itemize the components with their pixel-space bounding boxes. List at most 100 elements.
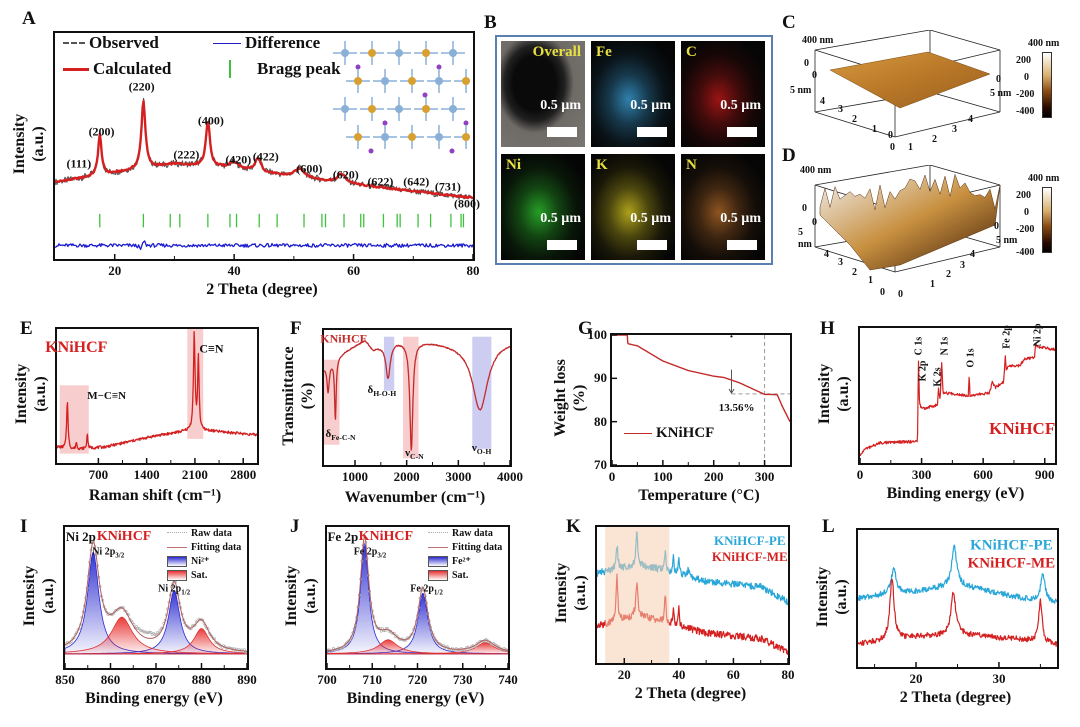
scale-bar	[637, 240, 667, 250]
x-tick-label: 200	[703, 469, 724, 484]
plot-content	[597, 527, 788, 663]
plot-content	[612, 335, 790, 465]
y-axis-title: Intensity (a.u.)	[10, 114, 48, 174]
scale-bar	[547, 240, 577, 250]
colorbar	[1042, 187, 1052, 253]
y-axis-title: Intensity (a.u.)	[282, 565, 320, 625]
legend-glyph-icon	[167, 556, 187, 567]
eds-map-label: N	[686, 157, 697, 173]
afm-axis-label: 1	[930, 279, 935, 290]
annotation-text: Ni 2p	[65, 528, 96, 544]
annotation: (220)	[129, 80, 155, 95]
legend-label: Calculated	[93, 59, 172, 78]
potassium-atom	[382, 120, 388, 126]
afm-axis-label: 1	[908, 142, 913, 153]
afm-axis-label: 3	[952, 124, 957, 135]
afm-axis-label: 0	[804, 58, 809, 69]
potassium-atom	[449, 148, 455, 154]
legend-item-fitting-data: Fitting data	[167, 542, 241, 553]
annotation: δH-O-H	[367, 384, 396, 398]
eds-map-ni: Ni 0.5 µm	[501, 154, 585, 260]
annotation: KNiHCF	[359, 529, 413, 545]
scale-bar-label: 0.5 µm	[720, 98, 761, 113]
annotation-text: Ni 2p	[1032, 323, 1044, 347]
annotation: KNiHCF-ME	[712, 549, 788, 565]
annotation: C 1s	[914, 336, 925, 355]
x-axis-title: Binding energy (eV)	[886, 485, 1025, 502]
x-tick-label: 2100	[181, 467, 208, 482]
afm-axis-label: 2	[852, 267, 857, 278]
annotation-text: (111)	[66, 156, 92, 171]
annotation-text: (600)	[296, 161, 323, 176]
y-axis-title-line: (a.u.)	[302, 577, 319, 614]
plot-content	[858, 544, 1057, 648]
legend-item-raw-data: Raw data	[167, 528, 232, 539]
box-edge	[929, 91, 1001, 113]
annotation-text: Fe 2p	[353, 546, 378, 558]
series-raw-data-point	[105, 610, 109, 614]
afm-axis-label: 1	[868, 275, 873, 286]
legend-glyph-icon	[624, 433, 652, 434]
annotation: Ni 2p1/2	[158, 583, 190, 596]
plot-content	[57, 329, 257, 454]
annotation-text: M−C≡N	[87, 390, 127, 402]
legend-label: Bragg peak	[257, 59, 341, 78]
series-raw-data-point	[136, 626, 140, 630]
annotation-text: KNiHCF-ME	[711, 548, 788, 564]
panel-letter-e: E	[20, 318, 33, 339]
annotation: N 1s	[939, 336, 950, 355]
x-tick-label: 100	[653, 469, 673, 484]
panel-letter-h: H	[820, 318, 835, 339]
atom	[395, 105, 403, 113]
legend-glyph-icon	[167, 547, 187, 548]
plot-content	[327, 534, 508, 655]
y-axis-title-line: (a.u.)	[833, 578, 850, 615]
legend-label: Sat.	[452, 570, 469, 581]
y-axis-title: Intensity (a.u.)	[552, 563, 590, 623]
afm-axis-label: 3	[960, 260, 965, 271]
afm-3d-plot-c: 400 nm 0 0 5 nm 4 3 2 1 0 0 1 2 3 4 5 nm 0 400 nm 200 0 -20…	[790, 30, 1080, 153]
annotation-subscript: 1/2	[433, 588, 443, 597]
scale-bar	[727, 127, 757, 137]
panel-letter-k: K	[566, 516, 581, 537]
y-axis-title: Transmittance (%)	[279, 346, 317, 445]
colorbar	[1042, 52, 1052, 118]
annotation-text: Ni 2p	[92, 546, 116, 558]
legend-item-ni-: Ni²⁺	[167, 556, 209, 567]
x-tick-label: 710	[362, 672, 383, 687]
panel-letter-c: C	[782, 12, 796, 33]
series-raw-data-point	[193, 623, 197, 627]
highlight-band	[324, 359, 340, 445]
series-raw-data-point	[142, 630, 146, 634]
legend-label: Fitting data	[452, 542, 503, 553]
potassium-atom	[436, 64, 442, 70]
y-tick-label: 70	[594, 457, 607, 472]
afm-surface	[814, 30, 1001, 138]
afm-axis-label: 4	[820, 96, 825, 107]
x-tick-label: 850	[55, 672, 75, 687]
plot-frame-h	[858, 326, 1057, 465]
afm-axis-label: 0	[898, 289, 903, 300]
box-edge	[894, 111, 1001, 138]
atom	[408, 133, 416, 141]
atom	[449, 49, 457, 57]
box-edge	[929, 30, 1001, 51]
series-knihcf-line	[324, 340, 510, 451]
potassium-atom	[422, 92, 428, 98]
legend-label: KNiHCF	[656, 425, 715, 441]
y-axis-title: Intensity (a.u.)	[815, 363, 853, 423]
x-tick-label: 890	[237, 672, 257, 687]
colorbar-tick-label: -200	[1016, 89, 1035, 100]
plot-area-k	[597, 527, 789, 663]
series-knihcf-line	[612, 335, 790, 422]
annotation: Ni 2p	[66, 529, 96, 545]
scale-bar-label: 0.5 µm	[720, 211, 761, 226]
x-axis-title: Raman shift (cm⁻¹)	[88, 487, 222, 504]
series-raw-data-point	[113, 610, 116, 614]
annotation-subscript: 3/2	[115, 551, 125, 560]
annotation: (422)	[253, 150, 279, 165]
annotation-text: (220)	[128, 79, 155, 94]
x-tick-label: 60	[347, 263, 361, 278]
annotation-subscript: 3/2	[377, 551, 387, 560]
